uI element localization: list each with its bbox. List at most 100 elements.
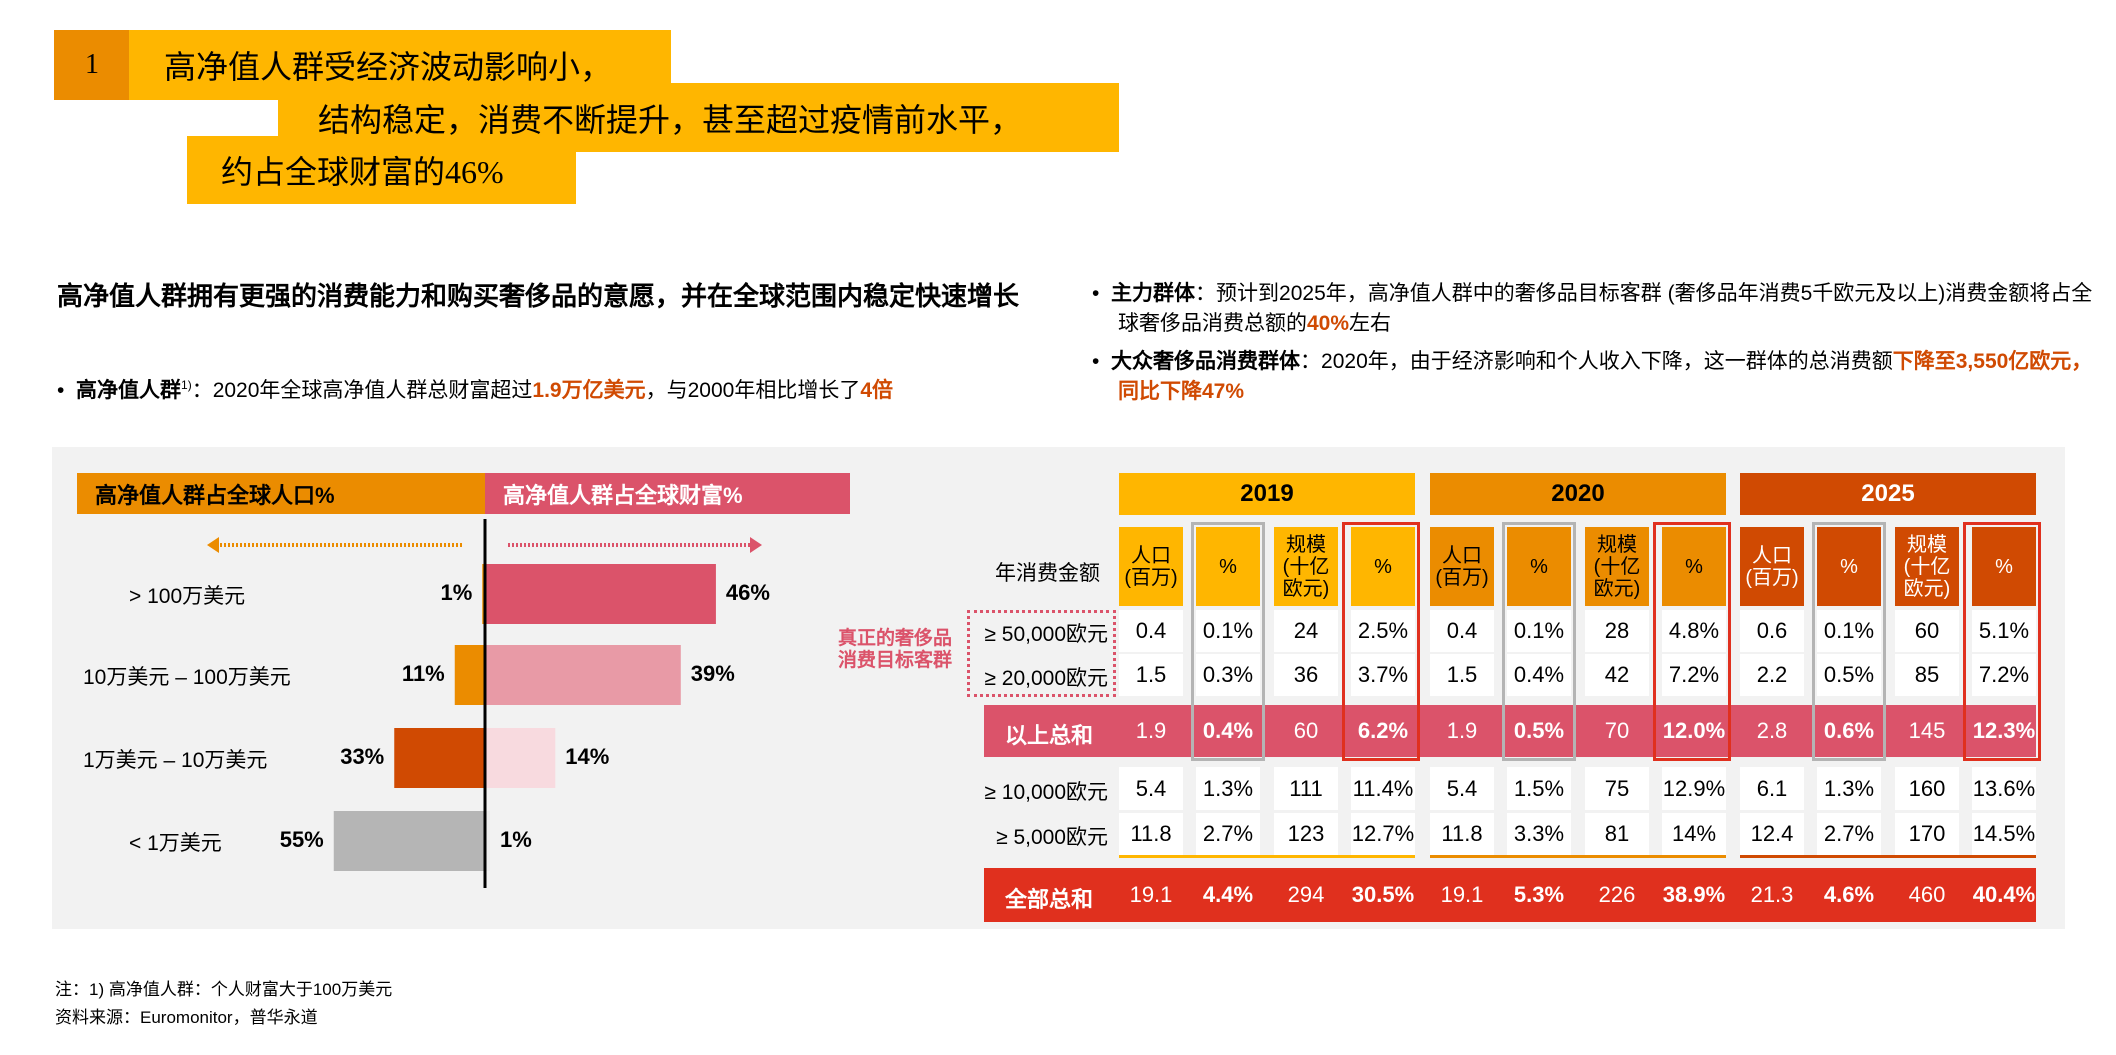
column-header: 规模(十亿欧元) xyxy=(1895,527,1959,606)
year-underline xyxy=(1740,855,2036,858)
table-cell: 4.6% xyxy=(1823,882,1875,907)
column-header: % xyxy=(1662,527,1726,606)
table-cell: 11.8 xyxy=(1430,813,1494,855)
population-value-label: 11% xyxy=(401,661,445,686)
left-arrow-icon xyxy=(207,537,219,553)
table-cell: 2.8 xyxy=(1756,718,1788,743)
column-header: % xyxy=(1972,527,2036,606)
table-cell: 0.4 xyxy=(1430,610,1494,652)
table-cell: 81 xyxy=(1585,813,1649,855)
table-cell: 75 xyxy=(1585,767,1649,810)
table-cell: 28 xyxy=(1585,610,1649,652)
row-label: ≥ 10,000欧元 xyxy=(984,780,1108,804)
table-cell: 1.5% xyxy=(1507,767,1571,810)
table-cell: 21.3 xyxy=(1750,882,1794,907)
table-cell: 2.7% xyxy=(1196,813,1260,855)
bullet-highlight: 4倍 xyxy=(860,379,894,402)
section-heading: 高净值人群拥有更强的消费能力和购买奢侈品的意愿，并在全球范围内稳定快速增长 xyxy=(57,281,1020,311)
table-cell: 19.1 xyxy=(1440,882,1484,907)
bullet-highlight: 1.9万亿美元 xyxy=(532,379,646,402)
wealth-value-label: 1% xyxy=(500,827,532,852)
table-cell: 42 xyxy=(1585,654,1649,696)
wealth-bar xyxy=(485,728,556,788)
table-cell: 5.4 xyxy=(1119,767,1183,810)
gray-highlight-box xyxy=(1812,522,1886,761)
table-cell: 85 xyxy=(1895,654,1959,696)
table-cell: 5.4 xyxy=(1430,767,1494,810)
table-cell: 294 xyxy=(1287,882,1325,907)
red-highlight-box xyxy=(1342,522,1420,761)
table-cell: 123 xyxy=(1274,813,1338,855)
column-header: % xyxy=(1351,527,1415,606)
table-cell: 1.5 xyxy=(1119,654,1183,696)
table-cell: 160 xyxy=(1895,767,1959,810)
table-cell: 1.5 xyxy=(1430,654,1494,696)
table-cell: 36 xyxy=(1274,654,1338,696)
table-cell: 38.9% xyxy=(1662,882,1726,907)
bullet-term: 大众奢侈品消费群体 xyxy=(1111,350,1301,373)
table-cell: 60 xyxy=(1293,718,1319,743)
diverging-bar-chart xyxy=(207,519,762,888)
wealth-value-label: 14% xyxy=(565,744,610,769)
table-cell: 0.4% xyxy=(1507,654,1571,696)
category-label: < 1万美元 xyxy=(129,832,222,855)
wealth-bar xyxy=(485,811,491,871)
row-label: 全部总和 xyxy=(1004,887,1093,912)
population-bar xyxy=(394,728,485,788)
column-header: % xyxy=(1507,527,1571,606)
table-cell: 3.3% xyxy=(1507,813,1571,855)
bullet-text: ，与2000年相比增长了 xyxy=(645,379,861,402)
row-label: ≥ 20,000欧元 xyxy=(984,667,1108,690)
table-cell: 14.5% xyxy=(1972,813,2036,855)
column-header: 人口(百万) xyxy=(1740,527,1804,606)
table-cell: 3.7% xyxy=(1351,654,1415,696)
table-cell: 12.3% xyxy=(1972,718,2036,743)
population-share-header: 高净值人群占全球人口% xyxy=(77,473,485,514)
bullet-text: ：预计到2025年，高净值人群中的奢侈品目标客群 (奢侈品年消费5千欧元及以上)… xyxy=(1118,282,2093,335)
table-cell: 1.9 xyxy=(1446,718,1478,743)
wealth-bar xyxy=(485,645,681,705)
table-cell: 11.8 xyxy=(1119,813,1183,855)
table-cell: 145 xyxy=(1908,718,1946,743)
table-cell: 12.7% xyxy=(1351,813,1415,855)
table-cell: 0.4 xyxy=(1119,610,1183,652)
target-group-annotation: 真正的奢侈品消费目标客群 xyxy=(837,628,952,671)
table-cell: 5.3% xyxy=(1513,882,1565,907)
column-header: % xyxy=(1817,527,1881,606)
title-line-3: 约占全球财富的46% xyxy=(187,136,576,204)
table-cell: 40.4% xyxy=(1972,882,2036,907)
title-line-2: 结构稳定，消费不断提升，甚至超过疫情前水平， xyxy=(278,83,1119,152)
table-cell: 1.3% xyxy=(1817,767,1881,810)
table-cell: 0.4% xyxy=(1202,718,1254,743)
row-header: 年消费金额 xyxy=(995,562,1100,585)
year-header-2025: 2025 xyxy=(1740,473,2036,515)
table-cell: 0.5% xyxy=(1513,718,1565,743)
category-label: > 100万美元 xyxy=(129,585,246,608)
table-cell: 70 xyxy=(1604,718,1630,743)
bullet-text: 左右 xyxy=(1349,312,1392,335)
gray-highlight-box xyxy=(1191,522,1265,761)
column-header: 规模(十亿欧元) xyxy=(1585,527,1649,606)
table-cell: 0.6% xyxy=(1823,718,1875,743)
category-label: 10万美元 – 100万美元 xyxy=(83,666,291,689)
right-arrow-icon xyxy=(750,537,762,553)
red-highlight-box xyxy=(1963,522,2041,761)
table-cell: 1.9 xyxy=(1135,718,1167,743)
footnote-ref: 1) xyxy=(181,378,192,392)
table-cell: 2.7% xyxy=(1817,813,1881,855)
table-cell: 24 xyxy=(1274,610,1338,652)
footnote: 注：1) 高净值人群：个人财富大于100万美元 xyxy=(55,980,393,999)
table-cell: 460 xyxy=(1908,882,1946,907)
row-label: ≥ 5,000欧元 xyxy=(996,826,1108,849)
table-cell: 12.0% xyxy=(1662,718,1726,743)
table-cell: 14% xyxy=(1662,813,1726,855)
population-bar xyxy=(454,645,485,705)
main-group-bullet: • 主力群体：预计到2025年，高净值人群中的奢侈品目标客群 (奢侈品年消费5千… xyxy=(1092,282,2093,335)
table-cell: 111 xyxy=(1274,767,1338,810)
table-cell: 4.8% xyxy=(1662,610,1726,652)
table-cell: 2.5% xyxy=(1351,610,1415,652)
column-header: 人口(百万) xyxy=(1430,527,1494,606)
table-cell: 12.9% xyxy=(1662,767,1726,810)
table-cell: 0.6 xyxy=(1740,610,1804,652)
population-bar xyxy=(333,811,485,871)
